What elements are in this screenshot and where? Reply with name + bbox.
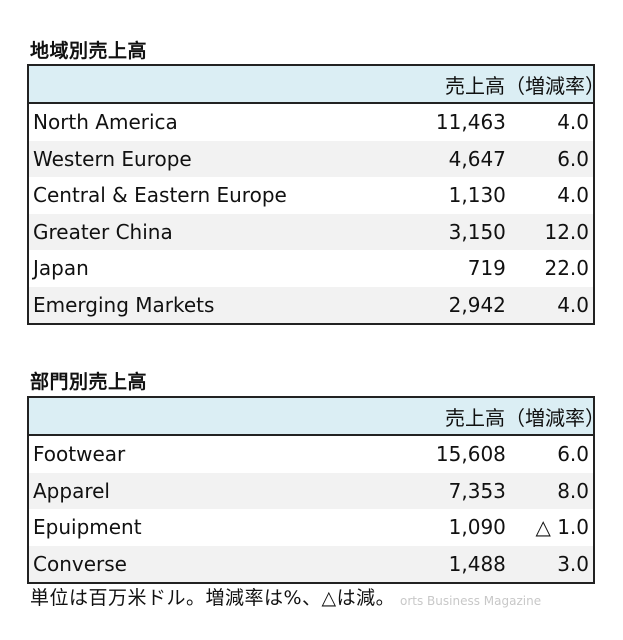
row-name: Epuipment bbox=[33, 515, 142, 540]
row-sales: 7,353 bbox=[448, 478, 506, 503]
header-rate: （増減率） bbox=[505, 73, 605, 98]
row-rate: 3.0 bbox=[557, 551, 590, 576]
row-sales: 2,942 bbox=[448, 292, 506, 317]
table-row: Western Europe 4,647 6.0 bbox=[29, 140, 593, 177]
division-sales-table: 売上高 （増減率） Footwear 15,608 6.0 Apparel 7,… bbox=[27, 396, 605, 584]
footnote: 単位は百万米ドル。増減率は%、△は減。 bbox=[30, 587, 396, 609]
row-rate: 4.0 bbox=[557, 292, 590, 317]
row-name: Apparel bbox=[33, 478, 110, 503]
row-rate: 6.0 bbox=[557, 146, 590, 171]
table-row: North America 11,463 4.0 bbox=[29, 104, 593, 141]
row-rate: 4.0 bbox=[557, 110, 590, 135]
row-name: North America bbox=[33, 110, 178, 135]
division-section-title: 部門別売上高 bbox=[30, 371, 148, 393]
header-sales: 売上高 bbox=[445, 405, 505, 430]
row-sales: 15,608 bbox=[435, 442, 506, 467]
row-sales: 4,647 bbox=[448, 146, 506, 171]
table-row: Apparel 7,353 8.0 bbox=[29, 472, 593, 509]
region-sales-table: 売上高 （増減率） North America 11,463 4.0 Weste… bbox=[27, 64, 605, 325]
row-name: Western Europe bbox=[33, 146, 192, 171]
watermark: orts Business Magazine bbox=[400, 594, 542, 608]
table-row: Central & Eastern Europe 1,130 4.0 bbox=[29, 177, 593, 214]
row-sales: 719 bbox=[467, 256, 506, 281]
row-name: Central & Eastern Europe bbox=[33, 183, 287, 208]
table-row: Emerging Markets 2,942 4.0 bbox=[29, 286, 593, 323]
header-sales: 売上高 bbox=[445, 73, 505, 98]
table-row: Converse 1,488 3.0 bbox=[29, 545, 593, 582]
region-section-title: 地域別売上高 bbox=[30, 40, 148, 62]
row-rate: 8.0 bbox=[557, 478, 590, 503]
row-rate: 6.0 bbox=[557, 442, 590, 467]
row-sales: 1,090 bbox=[448, 515, 506, 540]
row-name: Japan bbox=[33, 256, 89, 281]
row-name: Converse bbox=[33, 551, 127, 576]
table-row: Epuipment 1,090 △ 1.0 bbox=[29, 509, 593, 546]
table-row: Japan 719 22.0 bbox=[29, 250, 593, 287]
row-sales: 1,130 bbox=[448, 183, 506, 208]
row-sales: 1,488 bbox=[448, 551, 506, 576]
table-header-row: 売上高 （増減率） bbox=[29, 398, 605, 436]
row-name: Greater China bbox=[33, 219, 173, 244]
row-rate: 4.0 bbox=[557, 183, 590, 208]
table-row: Greater China 3,150 12.0 bbox=[29, 213, 593, 250]
row-rate: 12.0 bbox=[544, 219, 590, 244]
row-rate: 22.0 bbox=[544, 256, 590, 281]
row-name: Emerging Markets bbox=[33, 292, 215, 317]
row-sales: 11,463 bbox=[435, 110, 506, 135]
table-header-row: 売上高 （増減率） bbox=[29, 66, 605, 104]
table-row: Footwear 15,608 6.0 bbox=[29, 436, 593, 473]
header-rate: （増減率） bbox=[505, 405, 605, 430]
row-rate: △ 1.0 bbox=[535, 515, 590, 540]
row-sales: 3,150 bbox=[448, 219, 506, 244]
row-name: Footwear bbox=[33, 442, 126, 467]
